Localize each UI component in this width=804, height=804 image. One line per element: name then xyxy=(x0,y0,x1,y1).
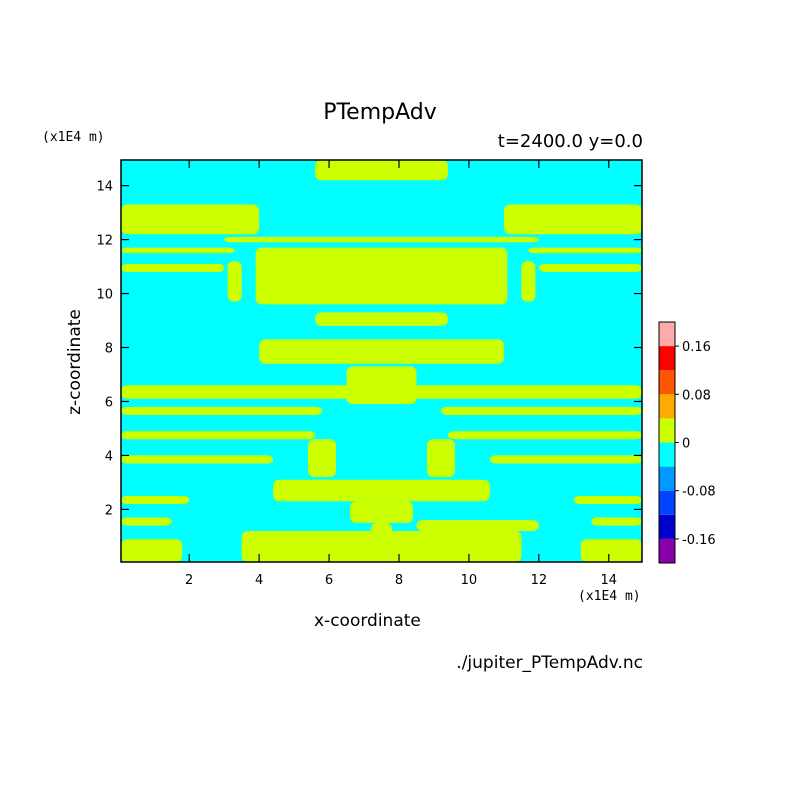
x-tick-label: 10 xyxy=(461,573,478,588)
contour-region xyxy=(528,247,642,254)
chart-title: PTempAdv xyxy=(323,100,437,125)
x-tick-label: 2 xyxy=(185,573,193,588)
contour-region xyxy=(121,263,225,272)
contour-region xyxy=(350,501,413,523)
contour-region xyxy=(416,520,539,531)
colorbar-segment xyxy=(659,490,675,515)
colorbar-tick-label: -0.08 xyxy=(682,485,716,500)
x-tick-label: 4 xyxy=(255,573,263,588)
x-tick-label: 14 xyxy=(601,573,618,588)
plot-frame xyxy=(120,159,643,563)
contour-region xyxy=(521,261,536,302)
contour-region xyxy=(503,204,642,235)
colorbar-segment xyxy=(659,466,675,491)
source-file-label: ./jupiter_PTempAdv.nc xyxy=(456,653,643,673)
colorbar-tick-label: 0 xyxy=(682,437,690,452)
contour-region xyxy=(121,431,316,440)
colorbar-segment xyxy=(659,514,675,539)
contour-region xyxy=(580,539,642,562)
y-tick-label: 14 xyxy=(96,180,113,195)
contour-region xyxy=(121,406,323,415)
contour-region xyxy=(121,204,260,235)
contour-region xyxy=(273,479,490,502)
contour-region xyxy=(315,160,448,181)
contour-region xyxy=(346,366,417,405)
contour-region xyxy=(440,406,642,415)
contour-region xyxy=(371,522,392,556)
contour-region xyxy=(573,495,642,504)
colorbar-segment xyxy=(659,418,675,443)
contour-region xyxy=(308,439,337,478)
y-tick-label: 8 xyxy=(105,342,113,357)
contour-region xyxy=(591,517,642,526)
colorbar-tick-label: -0.16 xyxy=(682,533,716,548)
colorbar-tick-label: 0.08 xyxy=(682,388,711,403)
contour-region xyxy=(255,247,508,305)
colorbar-tick-label: 0.16 xyxy=(682,340,711,355)
x-unit-label: (x1E4 m) xyxy=(578,589,641,604)
x-axis-label: x-coordinate xyxy=(314,611,421,631)
colorbar-segment xyxy=(659,442,675,467)
y-unit-label: (x1E4 m) xyxy=(42,130,105,145)
plot-axes: 2 4 6 8 10 12 14 2 4 6 8 10 12 14 xyxy=(96,159,643,588)
contour-region xyxy=(121,517,172,526)
contour-region xyxy=(489,455,642,464)
colorbar-segment xyxy=(659,322,675,347)
contour-region xyxy=(447,431,642,440)
colorbar-segment xyxy=(659,346,675,371)
contour-region xyxy=(121,539,183,562)
x-tick-label: 6 xyxy=(325,573,333,588)
contour-region xyxy=(121,247,235,254)
chart-subtitle: t=2400.0 y=0.0 xyxy=(497,131,643,152)
colorbar-segment xyxy=(659,370,675,395)
contour-region xyxy=(259,339,504,364)
plot-area xyxy=(121,160,642,562)
contour-region xyxy=(121,495,190,504)
contour-region xyxy=(227,261,242,302)
y-tick-label: 6 xyxy=(105,395,113,410)
y-tick-label: 10 xyxy=(96,288,113,303)
y-tick-label: 2 xyxy=(105,503,113,518)
y-tick-label: 12 xyxy=(96,234,113,249)
contour-region xyxy=(426,439,455,478)
contour-region xyxy=(224,236,539,243)
colorbar: 0.16 0.08 0 -0.08 -0.16 xyxy=(658,321,716,564)
colorbar-segment xyxy=(659,394,675,419)
y-tick-label: 4 xyxy=(105,449,113,464)
contour-region xyxy=(538,263,642,272)
contour-region xyxy=(315,312,448,326)
contour-region xyxy=(121,455,274,464)
colorbar-segment xyxy=(659,538,675,563)
x-tick-label: 12 xyxy=(531,573,548,588)
x-tick-label: 8 xyxy=(395,573,403,588)
